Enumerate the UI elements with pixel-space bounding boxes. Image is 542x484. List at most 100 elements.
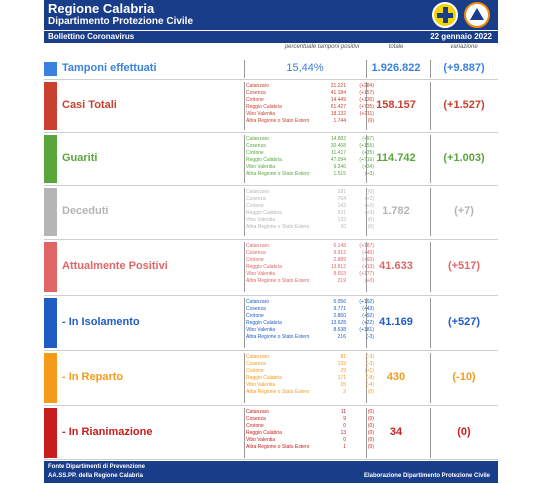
province-value: 14.449 — [330, 97, 346, 103]
province-delta: (-4) — [366, 382, 374, 388]
province-name: Catanzaro — [246, 409, 270, 415]
province-value: 9.346 — [333, 164, 346, 170]
column-separator — [430, 353, 431, 403]
province-value: 11 — [340, 409, 346, 415]
guariti-total: 114.742 — [376, 152, 416, 164]
province-delta: (+22) — [362, 320, 374, 326]
province-value: 11.417 — [331, 150, 346, 156]
province-value: 41.184 — [330, 90, 346, 96]
province-name: Reggio Calabria — [246, 210, 282, 216]
province-value: 6.148 — [333, 243, 346, 249]
province-name: Cosenza — [246, 90, 266, 96]
column-separator — [244, 135, 245, 183]
row-separator — [44, 405, 498, 406]
section-casi: Casi Totali Catanzaro 21.221 (+284) Cosenza 4… — [44, 80, 498, 132]
deceduti-marker — [44, 188, 57, 236]
province-delta: (+187) — [359, 243, 374, 249]
province-value: 1 — [343, 444, 346, 450]
column-separator — [430, 82, 431, 130]
column-separator — [430, 188, 431, 236]
province-value: 0 — [343, 437, 346, 443]
province-value: 219 — [337, 278, 346, 284]
column-separator — [430, 242, 431, 292]
pct-column-header: percentuale tamponi positivi — [284, 44, 360, 50]
province-name: Vibo Valentia — [246, 271, 276, 277]
province-delta: (0) — [367, 437, 374, 443]
column-separator — [244, 298, 245, 348]
region-title: Regione Calabria — [48, 1, 155, 16]
province-delta: (0) — [367, 224, 374, 230]
header-bar: Regione Calabria Dipartimento Protezione… — [44, 0, 498, 30]
province-name: Vibo Valentia — [246, 217, 276, 223]
province-delta: (0) — [367, 389, 374, 395]
column-separator — [430, 135, 431, 183]
province-value: 143 — [337, 203, 346, 209]
reparto-variation: (-10) — [452, 371, 476, 383]
column-separator — [366, 298, 367, 348]
province-delta: (+34) — [362, 164, 374, 170]
column-separator — [430, 408, 431, 458]
province-name: Reggio Calabria — [246, 157, 282, 163]
variation-column-header: variazione — [450, 44, 478, 50]
province-delta: (-8) — [366, 375, 374, 381]
province-delta: (+35) — [362, 150, 374, 156]
province-name: Catanzaro — [246, 189, 270, 195]
province-name: Reggio Calabria — [246, 264, 282, 270]
bulletin-date: 22 gennaio 2022 — [430, 32, 492, 41]
province-value: 8.653 — [333, 271, 346, 277]
province-delta: (+3) — [364, 171, 374, 177]
province-name: Reggio Calabria — [246, 430, 282, 436]
province-delta: (+155) — [359, 143, 374, 149]
province-value: 21.221 — [330, 83, 346, 89]
province-name: Vibo Valentia — [246, 164, 276, 170]
province-value: 6.056 — [333, 299, 346, 305]
column-separator — [366, 353, 367, 403]
province-value: 0 — [343, 423, 346, 429]
province-value: 47.094 — [330, 157, 346, 163]
province-name: Vibo Valentia — [246, 327, 276, 333]
reparto-label: - In Reparto — [62, 371, 124, 383]
province-value: 171 — [337, 375, 346, 381]
province-name: Cosenza — [246, 306, 266, 312]
province-delta: (+192) — [359, 299, 374, 305]
column-separator — [244, 242, 245, 292]
column-separator — [366, 82, 367, 130]
province-value: 8.638 — [333, 327, 346, 333]
province-delta: (+177) — [359, 271, 374, 277]
province-name: Altra Regione o Stato Estero — [246, 389, 310, 395]
province-name: Catanzaro — [246, 354, 270, 360]
province-delta: (+211) — [359, 111, 374, 117]
province-name: Cosenza — [246, 196, 266, 202]
rianimazione-total: 34 — [389, 426, 403, 438]
province-delta: (+93) — [362, 257, 374, 263]
tamponi-marker — [44, 62, 57, 76]
province-value: 132 — [337, 361, 346, 367]
separator — [366, 60, 367, 78]
province-name: Crotone — [246, 368, 264, 374]
separator — [244, 60, 245, 78]
column-separator — [244, 353, 245, 403]
province-delta: (+1) — [364, 368, 374, 374]
province-value: 81 — [340, 354, 346, 360]
positivi-label: Attualmente Positivi — [62, 260, 168, 272]
deceduti-variation: (+7) — [454, 205, 474, 217]
province-value: 13.628 — [330, 320, 346, 326]
province-delta: (0) — [367, 118, 374, 124]
province-name: Altra Regione o Stato Estero — [246, 334, 310, 340]
isolamento-variation: (+527) — [447, 316, 481, 328]
total-column-header: totale — [388, 44, 404, 50]
province-name: Crotone — [246, 257, 264, 263]
tamponi-total: 1.926.822 — [371, 62, 421, 74]
department-subtitle: Dipartimento Protezione Civile — [48, 16, 194, 27]
province-delta: (+92) — [362, 313, 374, 319]
bulletin-bar: Bollettino Coronavirus 22 gennaio 2022 — [44, 31, 498, 43]
civil-protection-logo-icon — [464, 2, 490, 28]
province-name: Altra Regione o Stato Estero — [246, 444, 310, 450]
column-separator — [366, 408, 367, 458]
row-separator — [44, 295, 498, 296]
province-value: 2.860 — [333, 313, 346, 319]
province-value: 18.132 — [330, 111, 346, 117]
province-name: Reggio Calabria — [246, 104, 282, 110]
province-name: Catanzaro — [246, 136, 270, 142]
province-name: Cosenza — [246, 361, 266, 367]
